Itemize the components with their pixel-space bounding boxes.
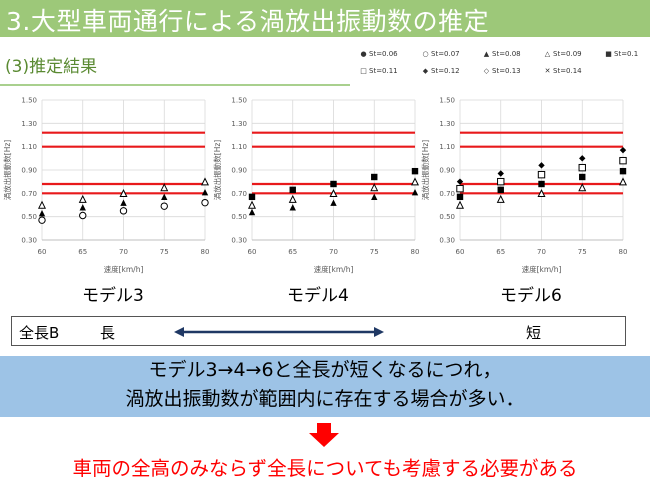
- svg-text:渦放出振動数[Hz]: 渦放出振動数[Hz]: [2, 140, 12, 201]
- filled-triangle-icon: ▲: [483, 50, 490, 58]
- legend-item-st013: ◇ St=0.13: [483, 67, 521, 75]
- title-bar: 3.大型車両通行による渦放出振動数の推定: [0, 0, 650, 37]
- conclusion-box: モデル3→4→6と全長が短くなるにつれ， 渦放出振動数が範囲内に存在する場合が多…: [0, 356, 650, 417]
- svg-text:60: 60: [248, 248, 257, 256]
- conclusion-line-2: 渦放出振動数が範囲内に存在する場合が多い．: [125, 388, 525, 410]
- legend-item-st009: △ St=0.09: [544, 50, 582, 58]
- svg-text:1.30: 1.30: [439, 120, 455, 128]
- svg-text:0.90: 0.90: [231, 167, 247, 175]
- svg-text:1.50: 1.50: [21, 97, 37, 105]
- svg-text:0.30: 0.30: [439, 237, 455, 245]
- svg-text:75: 75: [370, 248, 379, 256]
- svg-text:80: 80: [619, 248, 628, 256]
- svg-text:渦放出振動数[Hz]: 渦放出振動数[Hz]: [212, 140, 222, 201]
- chart-model3-svg: 0.30 0.50 0.70 0.90 1.10 1.30 1.50 60 65 70 75 80 速度…: [2, 97, 210, 275]
- chart-model4: 0.30 0.50 0.70 0.90 1.10 1.30 1.50 60 65 70 75 80 速度…: [210, 90, 425, 275]
- model-label-4: モデル4: [287, 286, 349, 306]
- svg-text:1.10: 1.10: [231, 143, 247, 151]
- legend-item-st014: ✕ St=0.14: [544, 67, 582, 75]
- chart-model4-svg: 0.30 0.50 0.70 0.90 1.10 1.30 1.50 60 65 70 75 80 速度…: [212, 97, 420, 275]
- chart-model6-svg: 0.30 0.50 0.70 0.90 1.10 1.30 1.50 60 65 70 75 80 速度…: [420, 97, 628, 275]
- svg-text:60: 60: [456, 248, 465, 256]
- length-scale-label: 全長B: [19, 324, 60, 342]
- length-scale-box: 全長B 長 短: [11, 316, 626, 346]
- final-statement: 車両の全高のみならず全長についても考慮する必要がある: [72, 457, 578, 480]
- svg-text:75: 75: [578, 248, 587, 256]
- open-diamond-icon: ◇: [483, 67, 490, 75]
- svg-text:速度[km/h]: 速度[km/h]: [314, 264, 354, 274]
- conclusion-line-1: モデル3→4→6と全長が短くなるにつれ，: [148, 359, 502, 381]
- svg-text:1.50: 1.50: [231, 97, 247, 105]
- svg-text:1.10: 1.10: [439, 143, 455, 151]
- svg-text:70: 70: [119, 248, 128, 256]
- model-label-6: モデル6: [500, 286, 562, 306]
- svg-text:0.90: 0.90: [439, 167, 455, 175]
- svg-text:60: 60: [38, 248, 47, 256]
- svg-text:速度[km/h]: 速度[km/h]: [104, 264, 144, 274]
- svg-text:80: 80: [411, 248, 420, 256]
- svg-text:渦放出振動数[Hz]: 渦放出振動数[Hz]: [420, 140, 430, 201]
- svg-text:0.50: 0.50: [439, 213, 455, 221]
- filled-diamond-icon: ◆: [422, 67, 429, 75]
- svg-text:0.70: 0.70: [21, 190, 37, 198]
- legend-item-st012: ◆ St=0.12: [422, 67, 460, 75]
- svg-text:65: 65: [496, 248, 505, 256]
- svg-text:65: 65: [288, 248, 297, 256]
- legend-item-st007: ○ St=0.07: [422, 50, 460, 58]
- model-label-3: モデル3: [82, 286, 144, 306]
- legend-item-st010: ■ St=0.1: [605, 50, 639, 58]
- page-title: 3.大型車両通行による渦放出振動数の推定: [6, 7, 490, 36]
- svg-text:0.70: 0.70: [439, 190, 455, 198]
- svg-text:1.10: 1.10: [21, 143, 37, 151]
- filled-circle-icon: ●: [360, 50, 367, 58]
- down-arrow-icon: [309, 423, 339, 447]
- svg-text:65: 65: [78, 248, 87, 256]
- legend-item-st006: ● St=0.06: [360, 50, 398, 58]
- svg-text:0.90: 0.90: [21, 167, 37, 175]
- svg-text:70: 70: [329, 248, 338, 256]
- svg-text:0.30: 0.30: [231, 237, 247, 245]
- svg-text:75: 75: [160, 248, 169, 256]
- legend-item-st011: □ St=0.11: [360, 67, 398, 75]
- svg-text:70: 70: [537, 248, 546, 256]
- svg-text:速度[km/h]: 速度[km/h]: [522, 264, 562, 274]
- filled-square-icon: ■: [605, 50, 612, 58]
- open-triangle-icon: △: [544, 50, 551, 58]
- svg-text:0.50: 0.50: [21, 213, 37, 221]
- open-circle-icon: ○: [422, 50, 429, 58]
- open-square-icon: □: [360, 67, 367, 75]
- svg-text:80: 80: [201, 248, 210, 256]
- length-short-label: 短: [526, 324, 542, 342]
- section-subtitle: (3)推定結果: [5, 57, 98, 77]
- chart-model3: 0.30 0.50 0.70 0.90 1.10 1.30 1.50 60 65 70 75 80 速度…: [0, 90, 215, 275]
- chart-model6: 0.30 0.50 0.70 0.90 1.10 1.30 1.50 60 65 70 75 80 速度…: [418, 90, 633, 275]
- length-long-label: 長: [100, 324, 116, 342]
- svg-text:0.70: 0.70: [231, 190, 247, 198]
- svg-text:1.30: 1.30: [231, 120, 247, 128]
- svg-text:0.50: 0.50: [231, 213, 247, 221]
- subtitle-divider: [0, 84, 350, 86]
- double-arrow-icon: [174, 327, 384, 337]
- svg-text:0.30: 0.30: [21, 237, 37, 245]
- svg-text:1.30: 1.30: [21, 120, 37, 128]
- legend-item-st008: ▲ St=0.08: [483, 50, 521, 58]
- svg-text:1.50: 1.50: [439, 97, 455, 105]
- x-mark-icon: ✕: [544, 67, 551, 75]
